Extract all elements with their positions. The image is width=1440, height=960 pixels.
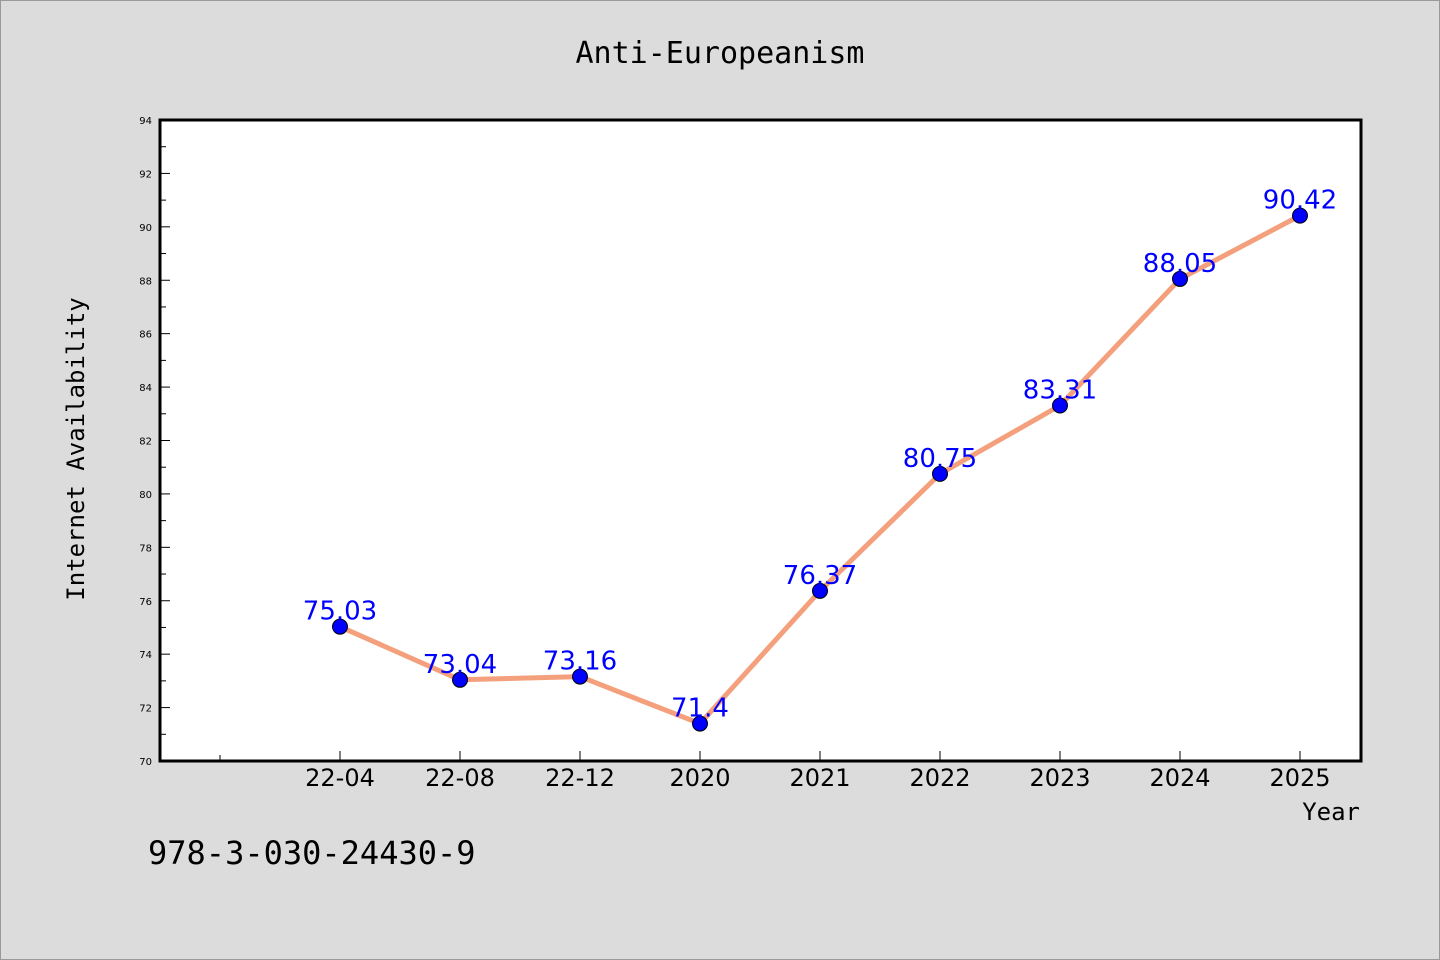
y-axis-ticks: 70 72 74 76 78 80 82 84 86 88 90 92 94 (139, 116, 170, 768)
x-axis-label: Year (1302, 798, 1360, 826)
data-labels: 75.03 73.04 73.16 71.4 76.37 80.75 83.31 88.05 9… (303, 186, 1337, 724)
y-axis-label: Internet Availability (62, 297, 90, 600)
y-tick-label: 94 (139, 116, 152, 127)
x-tick-label: 2020 (669, 764, 730, 792)
plot-border (158, 118, 1363, 763)
data-value-label: 71.4 (671, 694, 729, 724)
data-value-label: 73.16 (543, 647, 617, 677)
x-tick-label: 2023 (1029, 764, 1090, 792)
data-point-marker (572, 668, 588, 685)
y-tick-label: 76 (139, 597, 152, 608)
data-value-label: 75.03 (303, 597, 377, 627)
x-tick-label: 2021 (789, 764, 850, 792)
y-tick-label: 82 (139, 437, 152, 448)
x-tick-label: 22-12 (545, 764, 615, 792)
data-value-label: 73.04 (423, 650, 497, 680)
plot-area (160, 120, 1361, 761)
data-value-label: 90.42 (1263, 186, 1337, 216)
y-tick-label: 86 (139, 330, 152, 341)
y-tick-label: 90 (139, 223, 152, 234)
isbn-footer-text: 978-3-030-24430-9 (148, 834, 476, 872)
data-point-marker (452, 671, 468, 688)
x-tick-label: 2024 (1149, 764, 1210, 792)
data-point-marker (332, 618, 348, 635)
data-point-marker (1292, 207, 1308, 224)
y-tick-label: 78 (139, 543, 152, 554)
y-tick-label: 92 (139, 169, 152, 180)
data-point-marker (692, 715, 708, 732)
x-tick-label: 2022 (909, 764, 970, 792)
x-tick-label: 22-04 (305, 764, 375, 792)
x-axis-ticks: 22-04 22-08 22-12 2020 2021 2022 2023 2024 2025 (219, 751, 1331, 792)
data-point-marker (932, 465, 948, 482)
y-tick-label: 70 (139, 757, 152, 768)
x-tick-label: 2025 (1269, 764, 1330, 792)
y-tick-label: 74 (139, 650, 152, 661)
y-tick-label: 80 (139, 490, 152, 501)
data-point-marker (1052, 397, 1068, 414)
y-tick-label: 84 (139, 383, 152, 394)
y-tick-label: 72 (139, 704, 152, 715)
data-point-marker (1172, 270, 1188, 287)
y-tick-label: 88 (139, 276, 152, 287)
data-value-label: 83.31 (1023, 376, 1097, 406)
x-tick-label: 22-08 (425, 764, 495, 792)
data-value-label: 80.75 (903, 444, 977, 474)
data-markers (332, 207, 1308, 732)
data-value-label: 88.05 (1143, 249, 1217, 279)
data-value-label: 76.37 (783, 561, 857, 591)
chart-title: Anti-Europeanism (576, 36, 865, 71)
data-point-marker (812, 582, 828, 599)
